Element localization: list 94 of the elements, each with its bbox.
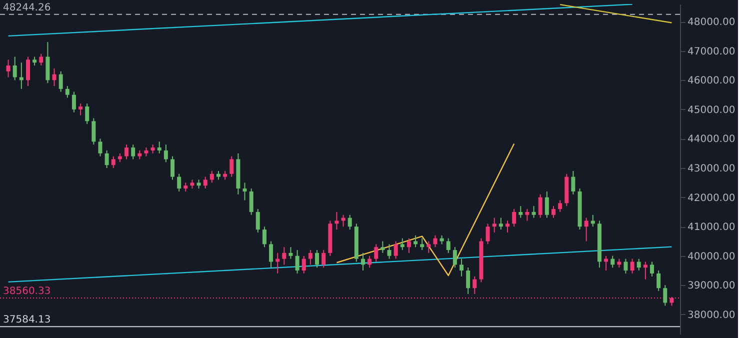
candlestick [334, 211, 339, 230]
candlestick [374, 244, 378, 262]
candlestick [315, 250, 320, 268]
candlestick [210, 170, 214, 184]
candlestick [394, 240, 398, 260]
candlestick [360, 252, 365, 272]
candlestick [308, 250, 312, 266]
y-tick-label: 44000.00 [688, 134, 736, 146]
candlestick [322, 250, 326, 268]
candlestick [472, 276, 477, 294]
candlestick [6, 59, 10, 78]
candlestick [400, 238, 404, 251]
candlestick [643, 261, 648, 280]
candlestick [230, 156, 234, 178]
candlestick [368, 255, 372, 268]
candlestick [52, 68, 56, 87]
candlestick [506, 220, 510, 233]
candlestick [452, 246, 457, 268]
candlestick [39, 53, 44, 66]
candlestick [486, 223, 490, 245]
candlestick [19, 62, 24, 90]
candlestick [420, 238, 424, 251]
candlestick [111, 156, 116, 169]
candlestick [164, 144, 168, 163]
candlestick [131, 144, 136, 160]
ref-line-label: 38560.33 [3, 286, 51, 298]
candlestick [610, 255, 615, 268]
candlestick [446, 238, 450, 254]
candlestick [518, 206, 523, 218]
candlestick [426, 240, 431, 254]
candlestick [170, 156, 174, 180]
candlestick [544, 190, 549, 218]
candlestick [590, 214, 595, 228]
y-tick-label: 40000.00 [688, 251, 736, 262]
candlestick [387, 244, 392, 260]
candlestick [466, 267, 470, 294]
candlestick [650, 261, 654, 277]
candlestick [636, 258, 641, 272]
y-tick-label: 38000.00 [688, 310, 736, 321]
candlestick [656, 270, 661, 292]
candlestick [498, 217, 503, 230]
candlestick [104, 150, 109, 169]
candlestick [256, 208, 260, 233]
candlestick [558, 200, 562, 212]
candlestick [262, 226, 266, 248]
candlestick [288, 246, 293, 260]
candlestick [92, 118, 96, 146]
candlestick [624, 258, 628, 274]
candlestick [26, 56, 30, 87]
y-tick-label: 43000.00 [688, 164, 736, 175]
candlestick [663, 284, 668, 306]
candlestick [72, 91, 76, 113]
candlestick [584, 217, 588, 242]
candlestick [58, 70, 63, 92]
candlestick [124, 144, 129, 160]
candlestick [433, 234, 438, 248]
y-tick-label: 48000.00 [688, 17, 736, 28]
candlestick [414, 234, 418, 248]
candlestick [98, 138, 102, 157]
candlestick [571, 170, 576, 195]
y-tick-label: 41000.00 [688, 222, 736, 234]
candlestick [65, 86, 70, 98]
y-tick-label: 47000.00 [688, 46, 736, 58]
candlestick [46, 42, 50, 84]
y-tick-label: 42000.00 [688, 192, 736, 204]
candlestick [203, 176, 208, 190]
candlestick [249, 188, 254, 216]
candlestick [406, 238, 411, 254]
candlestick [242, 182, 247, 201]
candlestick [85, 103, 90, 125]
candlestick [302, 255, 306, 274]
ref-line-label: 37584.13 [3, 314, 51, 326]
candlestick [532, 206, 536, 218]
candlestick [177, 173, 182, 192]
candlestick [492, 217, 496, 233]
candlestick [551, 206, 556, 218]
line-series [336, 143, 515, 276]
candlestick [460, 258, 464, 277]
candlestick [269, 240, 274, 268]
candlestick [630, 258, 634, 274]
y-tick-label: 46000.00 [688, 76, 736, 87]
candlestick [380, 240, 385, 254]
candlestick [525, 208, 530, 222]
y-tick-label: 45000.00 [688, 104, 736, 116]
candlestick [157, 141, 162, 154]
candlestick [78, 103, 83, 116]
candlestick [295, 250, 300, 274]
candlestick [348, 214, 352, 230]
ref-line-label: 48244.26 [3, 2, 51, 14]
y-tick-label: 39000.00 [688, 280, 736, 292]
candlestick [12, 56, 17, 81]
candlestick [512, 208, 516, 228]
candlestick [538, 194, 542, 218]
candlestick [282, 246, 286, 266]
